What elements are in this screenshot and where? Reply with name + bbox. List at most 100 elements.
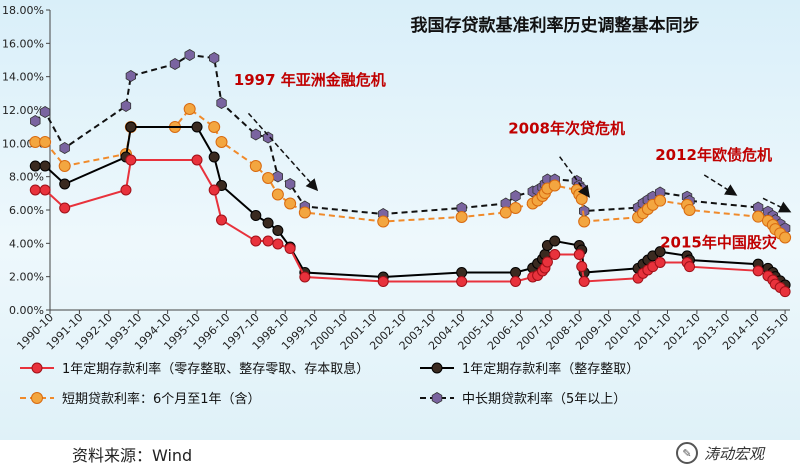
data-point bbox=[59, 178, 71, 190]
chart-panel: 我国存贷款基准利率历史调整基本同步 0.00% 2.00% 4.00% 6.00% 8.… bbox=[0, 0, 800, 440]
legend-marker bbox=[431, 362, 443, 374]
data-point bbox=[654, 257, 666, 268]
y-tick-label: 14.00% bbox=[2, 71, 44, 84]
data-point bbox=[549, 249, 561, 260]
data-point bbox=[250, 128, 262, 141]
chart-svg: 我国存贷款基准利率历史调整基本同步 0.00% 2.00% 4.00% 6.00% 8.… bbox=[2, 4, 792, 407]
data-point bbox=[39, 184, 51, 196]
data-point bbox=[499, 206, 512, 219]
source-label: 资料来源：Wind bbox=[72, 446, 193, 465]
data-point bbox=[779, 286, 791, 298]
y-tick-label: 2.00% bbox=[9, 271, 44, 284]
series-3 bbox=[29, 103, 792, 244]
data-point bbox=[456, 276, 468, 287]
data-point bbox=[510, 276, 522, 287]
data-point bbox=[29, 160, 41, 172]
watermark-text: 涛动宏观 bbox=[704, 444, 765, 463]
legend-label: 1年定期存款利率（零存整取、整存零取、存本取息） bbox=[62, 361, 369, 377]
data-point bbox=[272, 170, 284, 183]
data-point bbox=[573, 249, 585, 260]
data-point bbox=[59, 202, 71, 214]
chart-title: 我国存贷款基准利率历史调整基本同步 bbox=[411, 15, 700, 36]
legend-marker bbox=[31, 392, 43, 404]
data-point bbox=[548, 179, 561, 192]
data-point bbox=[779, 231, 792, 244]
axes: 0.00%2.00%4.00%6.00%8.00%10.00%12.00%14.… bbox=[2, 4, 791, 353]
data-point bbox=[59, 142, 70, 154]
data-point bbox=[125, 70, 137, 82]
data-point bbox=[284, 243, 296, 254]
y-tick-label: 8.00% bbox=[9, 171, 44, 184]
data-point bbox=[578, 276, 590, 287]
legend-entry: 1年定期存款利率（零存整取、整存零取、存本取息） bbox=[20, 361, 369, 377]
data-point bbox=[58, 160, 71, 172]
data-point bbox=[191, 121, 203, 133]
data-point bbox=[541, 256, 553, 268]
data-point bbox=[654, 194, 667, 207]
data-point bbox=[208, 52, 220, 64]
data-point bbox=[509, 202, 522, 214]
annotation-label: 2015年中国股灾 bbox=[660, 234, 778, 252]
data-point bbox=[575, 193, 588, 205]
annotation-arrow bbox=[703, 174, 738, 196]
series-4 bbox=[30, 49, 791, 235]
data-point bbox=[684, 261, 696, 273]
annotations: 1997 年亚洲金融危机 2008年次贷危机 2012年欧债危机 2015年中国股灾 bbox=[234, 71, 792, 252]
legend-label: 短期贷款利率：6个月至1年（含） bbox=[62, 391, 261, 407]
data-point bbox=[120, 184, 132, 196]
legend: 1年定期存款利率（零存整取、整存零取、存本取息） 1年定期存款利率（整存整取） 短期… bbox=[20, 361, 639, 407]
data-point bbox=[183, 103, 196, 115]
series-1 bbox=[29, 154, 791, 298]
data-point bbox=[377, 276, 389, 287]
data-point bbox=[455, 211, 468, 223]
data-point bbox=[216, 97, 227, 109]
data-point bbox=[272, 225, 284, 236]
data-point bbox=[262, 172, 275, 184]
data-point bbox=[284, 197, 297, 210]
y-tick-label: 0.00% bbox=[9, 304, 44, 317]
annotation-arrow bbox=[559, 156, 590, 198]
watermark: ✎ 涛动宏观 bbox=[676, 442, 764, 464]
data-point bbox=[298, 206, 311, 219]
data-point bbox=[683, 204, 696, 216]
data-point bbox=[208, 184, 220, 196]
annotation-arrow bbox=[247, 112, 319, 192]
legend-entry: 短期贷款利率：6个月至1年（含） bbox=[20, 391, 261, 407]
data-point bbox=[262, 235, 274, 247]
data-point bbox=[549, 235, 561, 247]
legend-label: 中长期贷款利率（5年以上） bbox=[462, 391, 626, 407]
y-tick-label: 6.00% bbox=[9, 204, 44, 217]
annotation-label: 1997 年亚洲金融危机 bbox=[234, 71, 386, 89]
data-point bbox=[191, 154, 203, 166]
data-point bbox=[39, 136, 52, 148]
data-point bbox=[271, 188, 284, 201]
data-point bbox=[578, 215, 591, 228]
annotation-label: 2012年欧债危机 bbox=[655, 146, 772, 164]
legend-marker bbox=[31, 362, 43, 374]
data-point bbox=[30, 115, 41, 127]
plot-area bbox=[29, 49, 792, 298]
y-tick-label: 4.00% bbox=[9, 237, 44, 250]
data-point bbox=[215, 136, 228, 148]
data-point bbox=[184, 49, 195, 61]
data-point bbox=[576, 261, 588, 272]
data-point bbox=[284, 178, 296, 190]
data-point bbox=[216, 214, 228, 226]
data-point bbox=[654, 246, 666, 258]
data-point bbox=[125, 154, 137, 166]
data-point bbox=[39, 106, 51, 118]
legend-marker bbox=[431, 392, 443, 404]
data-point bbox=[125, 121, 137, 133]
data-point bbox=[208, 121, 221, 133]
data-point bbox=[29, 184, 41, 196]
series-line bbox=[35, 159, 786, 293]
data-point bbox=[249, 160, 262, 172]
data-point bbox=[262, 217, 274, 229]
series-line bbox=[35, 107, 786, 239]
data-point bbox=[299, 271, 311, 283]
data-point bbox=[120, 100, 132, 112]
y-tick-label: 18.00% bbox=[2, 4, 44, 17]
y-tick-label: 12.00% bbox=[2, 104, 44, 117]
data-point bbox=[208, 151, 220, 163]
